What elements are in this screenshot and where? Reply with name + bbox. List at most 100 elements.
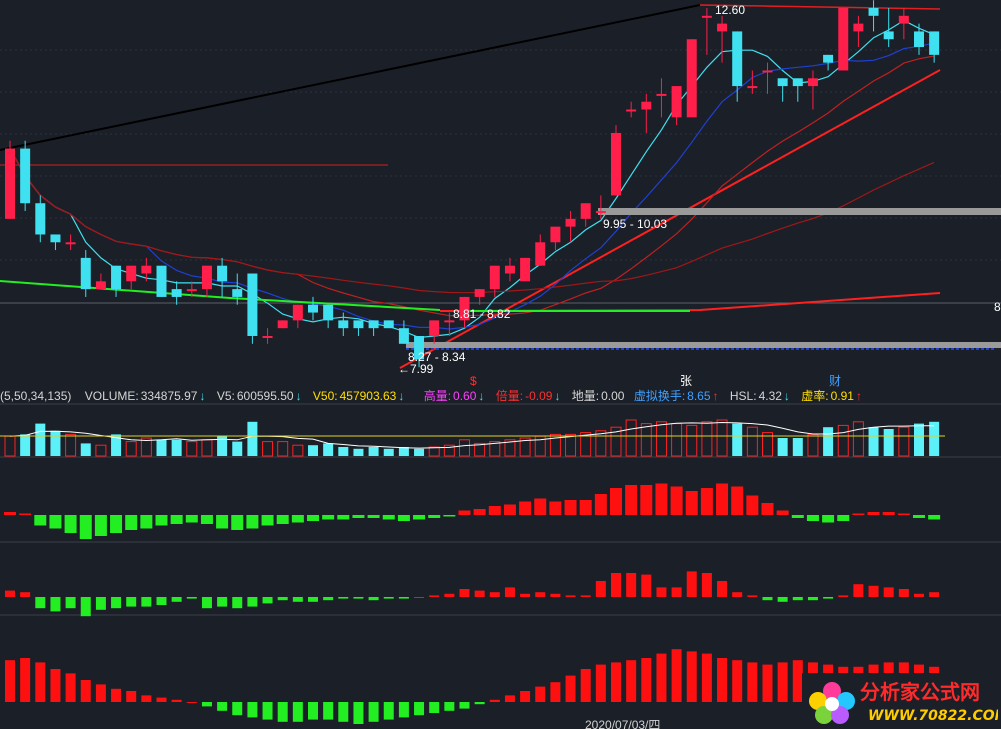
macd-bar [671,587,682,597]
ma40-line [9,148,935,294]
volume-bar [595,430,607,457]
macd-bar [323,597,334,601]
candle-body [201,265,212,290]
macd-bar [717,581,728,597]
macd-bar [519,501,532,515]
candle-body [80,257,91,290]
candle-body [398,328,409,344]
macd-bar [262,597,273,604]
macd-bar [914,593,924,597]
macd-bar [444,702,455,711]
macd-bar [747,662,758,702]
candle-body [762,70,773,73]
macd-bar [111,688,122,702]
macd-bar [247,702,258,718]
volume-bar [125,441,137,457]
volume-bar [20,434,31,456]
macd-bar [928,515,941,520]
macd-bar [792,597,803,601]
candle-body [141,265,152,274]
event-marker-3: 财 [829,374,841,388]
volume-bar [323,443,334,456]
volume-bar [50,430,61,456]
macd-bar [50,597,61,612]
candle-body [308,304,318,313]
macd-bar [550,593,561,597]
volume-bar [852,421,864,457]
macd-bar [171,597,182,602]
candle-body [383,320,394,329]
candle-body [777,78,788,87]
mult-value: -0.09 [525,389,553,403]
macd-bar [141,695,152,702]
volume-value: 334875.97 [140,389,198,403]
macd-bar [170,515,183,524]
virtual-label: 虚拟换手: [633,389,686,403]
macd-bar [338,597,349,599]
candle-body [459,296,470,321]
candle-body [807,78,818,87]
macd-bar [80,680,91,702]
macd-bar [656,587,667,597]
volume-bar [65,433,77,457]
volume-bar [701,421,713,457]
candle-body [686,39,697,118]
candle-body [580,203,591,219]
volume-bar [338,447,349,456]
volume-bar [898,426,910,457]
macd-bar [217,597,228,607]
volume-bar [549,433,561,457]
macd-bar [504,587,515,597]
macd-bar [444,593,455,597]
volume-bar [686,424,698,457]
macd-bar [429,702,440,713]
macd-bar [141,597,152,607]
macd-bar [686,651,697,702]
macd-bar [277,702,288,722]
candle-body [717,23,728,32]
high-vol-value: 0.60 [453,389,477,403]
volume-bar [823,427,834,456]
macd-bar [216,515,229,529]
macd-bar [806,515,819,521]
zone-mid-label: 8.81 - 8.82 [453,307,511,321]
candle-body [95,281,106,290]
macd-bar [776,510,789,515]
volume-bar [292,444,304,457]
candle-body [626,109,637,112]
volume-bar [353,448,364,456]
long-trend-line [0,4,701,151]
volume-bar [277,441,289,457]
volume-bar [201,439,213,457]
candle-body [504,265,515,274]
macd-bar [126,597,137,607]
macd-bar [307,515,319,521]
macd-bar [504,695,515,702]
hsl-label: HSL: [729,389,757,403]
volume-bar [383,448,394,456]
macd-bar [701,653,712,702]
hsl-value: 4.32 [758,389,782,403]
candle-body [65,242,76,245]
macd-bar [276,515,289,524]
zone-top-label: 9.95 - 10.03 [603,217,667,231]
macd-panel-1 [4,483,941,539]
candle-body [929,31,940,55]
macd-bar [929,592,940,597]
macd-bar [671,649,682,702]
candle-body [186,289,197,292]
macd-bar [716,483,729,515]
volume-bar [80,443,91,456]
macd-bar [443,515,456,517]
macd-bar [474,590,485,597]
macd-bar [823,597,834,599]
macd-bar [626,660,637,702]
macd-bar [367,515,380,518]
macd-bar [200,515,213,524]
macd-bar [520,593,531,597]
macd-bar [186,702,197,703]
macd-bar [610,488,622,515]
zone-low-band [406,342,1001,348]
volume-bar [716,419,728,457]
